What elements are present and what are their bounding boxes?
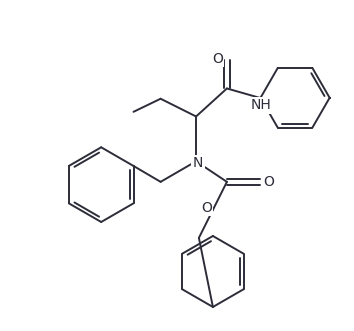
Text: NH: NH [251, 98, 272, 112]
Text: O: O [212, 52, 223, 66]
Text: N: N [193, 156, 203, 170]
Text: O: O [263, 175, 274, 189]
Text: O: O [201, 201, 212, 215]
